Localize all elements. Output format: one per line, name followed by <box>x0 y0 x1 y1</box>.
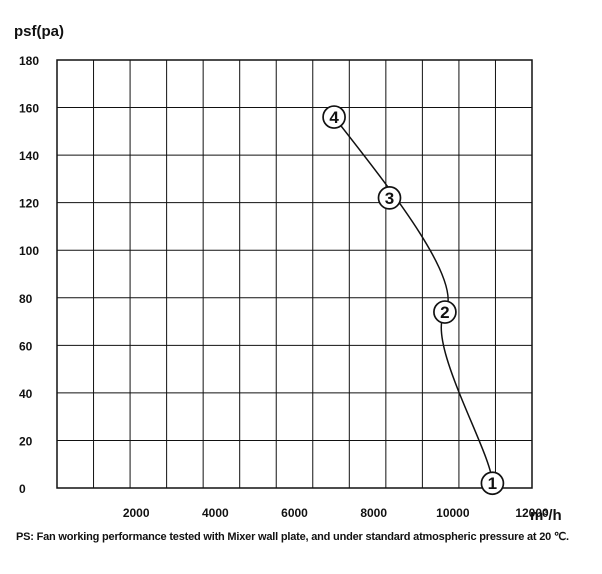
point-marker-circle <box>377 186 402 210</box>
x-axis-title: m³/h <box>530 507 562 524</box>
y-tick-label: 100 <box>19 244 39 258</box>
x-tick-label: 2000 <box>123 506 150 520</box>
y-tick-label: 60 <box>19 339 33 353</box>
grid <box>56 59 533 489</box>
y-tick-label: 80 <box>19 292 33 306</box>
fan-performance-curve <box>333 116 494 484</box>
y-tick-label: 120 <box>19 197 39 211</box>
plot-border <box>56 59 533 489</box>
y-tick-label: 160 <box>19 102 39 116</box>
x-tick-label: 8000 <box>360 506 387 520</box>
point-label: 2 <box>440 303 449 322</box>
x-tick-label: 6000 <box>281 506 308 520</box>
y-tick-label: 20 <box>19 434 33 448</box>
x-tick-label: 10000 <box>436 506 470 520</box>
point-marker-circle <box>322 105 346 129</box>
y-tick-label: 180 <box>19 54 39 68</box>
x-tick-label: 12000 <box>515 506 549 520</box>
y-tick-label: 40 <box>19 387 33 401</box>
y-tick-label: 0 <box>19 482 26 496</box>
x-tick-label: 4000 <box>202 506 229 520</box>
y-tick-label: 140 <box>19 149 39 163</box>
x-axis: 2000 4000 6000 8000 10000 12000 <box>123 506 549 520</box>
point-marker-circle <box>433 300 457 324</box>
point-marker-circle <box>480 471 505 496</box>
point-markers: 4 3 2 1 <box>322 105 505 496</box>
point-label: 1 <box>488 474 497 493</box>
y-axis: 0 20 40 60 80 100 120 140 160 180 <box>19 54 39 496</box>
point-label: 4 <box>329 108 339 127</box>
point-label: 3 <box>385 189 394 208</box>
y-axis-title: psf(pa) <box>14 23 64 40</box>
chart-footnote: PS: Fan working performance tested with … <box>16 531 569 543</box>
